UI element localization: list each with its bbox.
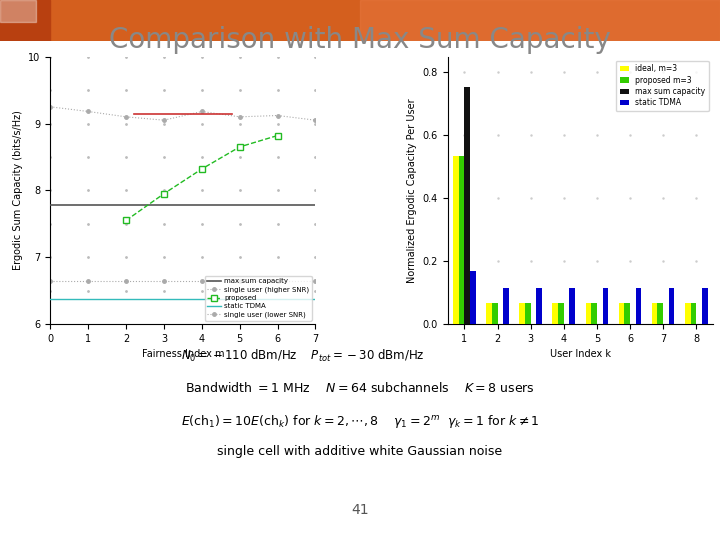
proposed <box>273 132 282 139</box>
Bar <box>618 303 624 324</box>
proposed <box>235 144 244 150</box>
Bar <box>464 86 470 324</box>
Bar <box>570 288 575 324</box>
Legend: max sum capacity, single user (higher SNR), proposed, static TDMA, single user (: max sum capacity, single user (higher SN… <box>204 275 312 321</box>
Bar <box>453 156 459 324</box>
Line: single user (lower SNR): single user (lower SNR) <box>49 279 317 282</box>
Text: $N_0 = -110$ dBm/Hz    $P_{tot} = -30$ dBm/Hz: $N_0 = -110$ dBm/Hz $P_{tot} = -30$ dBm/… <box>181 348 424 364</box>
proposed <box>197 166 206 172</box>
Text: Comparison with Max Sum Capacity: Comparison with Max Sum Capacity <box>109 26 611 55</box>
single user (lower SNR) <box>84 278 93 284</box>
Line: single user (higher SNR): single user (higher SNR) <box>49 105 317 122</box>
Bar <box>669 288 675 324</box>
X-axis label: Fairness Index m: Fairness Index m <box>142 349 224 359</box>
single user (lower SNR) <box>46 278 55 284</box>
single user (lower SNR) <box>160 278 168 284</box>
Bar <box>591 303 597 324</box>
Legend: ideal, m=3, proposed m=3, max sum capacity, static TDMA: ideal, m=3, proposed m=3, max sum capaci… <box>616 60 709 111</box>
Bar <box>603 288 608 324</box>
Bar <box>360 0 720 40</box>
Line: proposed: proposed <box>123 133 280 223</box>
Text: $E(\mathrm{ch}_1) = 10E(\mathrm{ch}_k)$ for $k=2,\cdots,8$    $\gamma_1 = 2^m$  : $E(\mathrm{ch}_1) = 10E(\mathrm{ch}_k)$ … <box>181 413 539 430</box>
single user (lower SNR) <box>235 278 244 284</box>
Bar <box>519 303 525 324</box>
Bar <box>492 303 498 324</box>
single user (higher SNR) <box>311 117 320 124</box>
Bar <box>636 288 642 324</box>
single user (higher SNR) <box>46 104 55 110</box>
Bar <box>624 303 630 324</box>
Bar <box>486 303 492 324</box>
Bar <box>558 303 564 324</box>
Text: single cell with additive white Gaussian noise: single cell with additive white Gaussian… <box>217 446 503 458</box>
single user (higher SNR) <box>235 113 244 120</box>
Text: Bandwidth $= 1$ MHz    $N = 64$ subchannels    $K = 8$ users: Bandwidth $= 1$ MHz $N = 64$ subchannels… <box>185 381 535 395</box>
single user (higher SNR) <box>197 108 206 114</box>
Text: 41: 41 <box>351 503 369 517</box>
Y-axis label: Normalized Ergodic Capacity Per User: Normalized Ergodic Capacity Per User <box>408 98 417 282</box>
single user (lower SNR) <box>273 278 282 284</box>
Bar <box>702 288 708 324</box>
Bar <box>503 288 509 324</box>
Bar <box>0 0 50 40</box>
Bar <box>470 271 476 324</box>
single user (higher SNR) <box>160 117 168 124</box>
single user (higher SNR) <box>273 112 282 119</box>
single user (higher SNR) <box>122 113 130 120</box>
Bar <box>536 288 542 324</box>
single user (lower SNR) <box>311 278 320 284</box>
Y-axis label: Ergodic Sum Capacity (bits/s/Hz): Ergodic Sum Capacity (bits/s/Hz) <box>13 110 23 271</box>
Bar <box>552 303 558 324</box>
proposed <box>160 191 168 197</box>
single user (higher SNR) <box>84 108 93 114</box>
Bar <box>657 303 663 324</box>
X-axis label: User Index k: User Index k <box>550 349 611 359</box>
Bar <box>585 303 591 324</box>
Bar <box>690 303 696 324</box>
Bar <box>0 0 36 22</box>
Bar <box>459 156 464 324</box>
proposed <box>122 217 130 224</box>
Bar <box>525 303 531 324</box>
single user (lower SNR) <box>197 278 206 284</box>
Bar <box>652 303 657 324</box>
Bar <box>685 303 690 324</box>
single user (lower SNR) <box>122 278 130 284</box>
